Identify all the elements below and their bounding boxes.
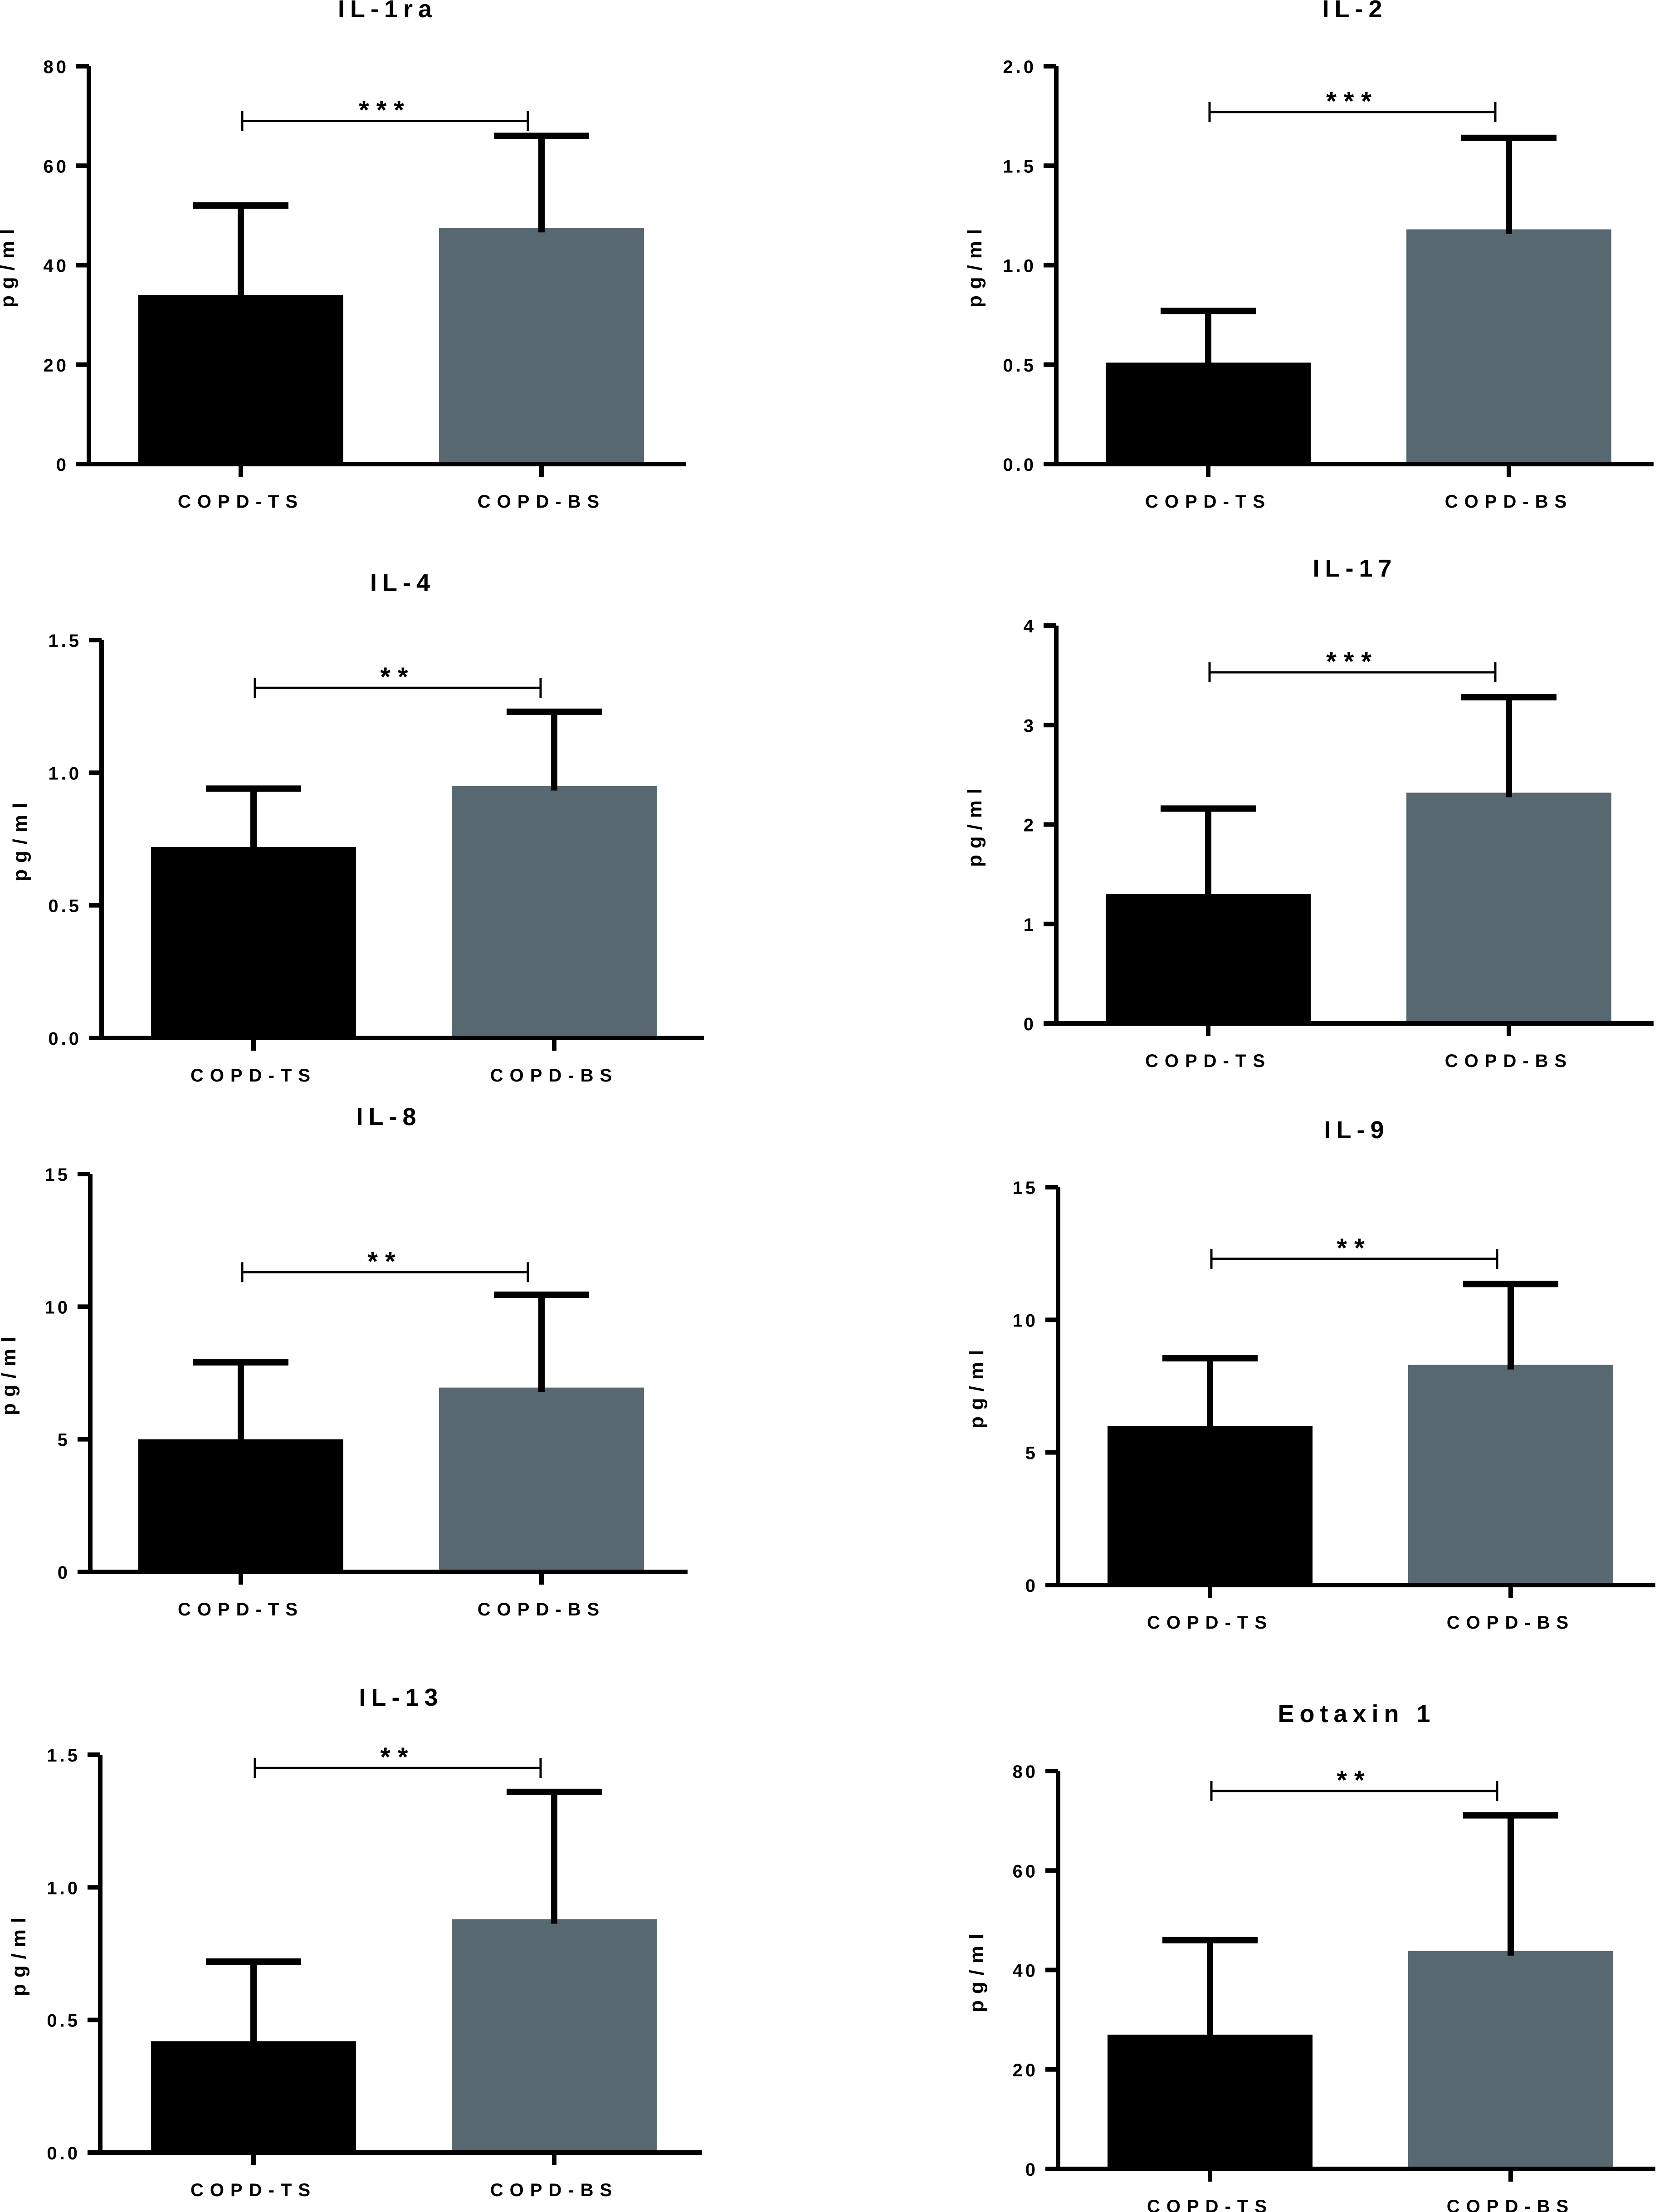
chart-8-x-tick-label-copd-ts: COPD-TS	[1147, 2197, 1273, 2212]
chart-7-title: IL-13	[359, 1684, 443, 1711]
chart-4-bar-copd-bs	[1406, 793, 1611, 1023]
chart-6-y-tick-label: 5	[1025, 1444, 1038, 1463]
chart-4-y-tick-label: 1	[1024, 915, 1036, 935]
chart-6-bar-copd-bs	[1408, 1365, 1613, 1585]
chart-7-x-tick-label-copd-bs: COPD-BS	[490, 2180, 618, 2200]
chart-1-significance-label: ***	[359, 96, 411, 125]
chart-1-y-tick-label: 80	[44, 57, 69, 77]
chart-8-y-axis-label: pg/ml	[966, 1928, 988, 2012]
chart-5-y-tick-label: 15	[45, 1165, 71, 1185]
chart-4-y-tick-label: 4	[1024, 617, 1036, 636]
chart-7-bar-copd-ts	[151, 2041, 356, 2153]
chart-4-bar-copd-ts	[1106, 894, 1311, 1023]
chart-6-x-tick-label-copd-ts: COPD-TS	[1147, 1613, 1273, 1633]
chart-7-y-tick-label: 1.0	[47, 1878, 80, 1898]
chart-3-x-tick-label-copd-ts: COPD-TS	[190, 1066, 317, 1086]
chart-7-y-axis-label: pg/ml	[8, 1911, 30, 1996]
chart-6-title: IL-9	[1324, 1116, 1389, 1144]
chart-3-y-tick-label: 0.5	[48, 896, 82, 916]
chart-1-y-tick-label: 60	[44, 157, 69, 176]
chart-7-y-tick-label: 0.0	[47, 2143, 80, 2163]
chart-5-y-tick-label: 0	[58, 1563, 70, 1583]
chart-2-bar-copd-bs	[1406, 229, 1611, 464]
chart-2-significance-label: ***	[1326, 87, 1379, 116]
chart-7-bar-copd-bs	[452, 1919, 657, 2153]
chart-6-significance-label: **	[1337, 1233, 1371, 1263]
chart-6-bar-copd-ts	[1108, 1426, 1313, 1585]
chart-5-y-axis-label: pg/ml	[0, 1331, 20, 1415]
chart-8-y-tick-label: 20	[1013, 2060, 1039, 2080]
chart-3-y-tick-label: 0.0	[48, 1029, 82, 1049]
chart-8-y-tick-label: 40	[1013, 1961, 1039, 1981]
chart-2-y-tick-label: 1.5	[1003, 157, 1036, 176]
chart-3-y-axis-label: pg/ml	[9, 797, 31, 881]
chart-3-title: IL-4	[370, 569, 435, 597]
chart-8-y-tick-label: 0	[1025, 2160, 1038, 2180]
chart-2-x-tick-label-copd-bs: COPD-BS	[1445, 492, 1573, 512]
chart-7-significance-label: **	[380, 1742, 415, 1772]
chart-2-bar-copd-ts	[1106, 362, 1311, 464]
chart-2-x-tick-label-copd-ts: COPD-TS	[1145, 492, 1271, 512]
chart-2-y-tick-label: 2.0	[1003, 57, 1036, 77]
chart-2-y-axis-label: pg/ml	[964, 223, 986, 308]
chart-8-x-tick-label-copd-bs: COPD-BS	[1447, 2197, 1575, 2212]
chart-1-y-tick-label: 0	[56, 455, 69, 475]
chart-5-y-tick-label: 10	[45, 1297, 71, 1317]
chart-1-x-tick-label-copd-ts: COPD-TS	[178, 492, 304, 512]
chart-1-y-tick-label: 20	[44, 356, 69, 376]
chart-4-x-tick-label-copd-bs: COPD-BS	[1445, 1051, 1573, 1071]
chart-3-y-tick-label: 1.5	[48, 631, 82, 651]
chart-1-x-tick-label-copd-bs: COPD-BS	[478, 492, 605, 512]
chart-7-y-tick-label: 0.5	[47, 2011, 80, 2031]
chart-3-significance-label: **	[380, 662, 415, 692]
chart-5-title: IL-8	[356, 1103, 421, 1130]
chart-5-significance-label: **	[367, 1247, 402, 1276]
chart-7-y-tick-label: 1.5	[47, 1746, 80, 1766]
chart-8-bar-copd-bs	[1408, 1951, 1613, 2169]
chart-5-bar-copd-ts	[138, 1439, 343, 1572]
chart-4-y-axis-label: pg/ml	[964, 782, 986, 867]
chart-6-y-axis-label: pg/ml	[966, 1344, 988, 1429]
chart-1-bar-copd-bs	[439, 228, 644, 464]
chart-1-title: IL-1ra	[338, 0, 437, 23]
chart-2-title: IL-2	[1322, 0, 1387, 23]
chart-5-x-tick-label-copd-bs: COPD-BS	[478, 1600, 605, 1620]
chart-2-y-tick-label: 0.5	[1003, 356, 1036, 376]
chart-1-y-tick-label: 40	[44, 256, 69, 276]
chart-3-bar-copd-ts	[151, 847, 356, 1038]
chart-6-y-tick-label: 0	[1025, 1576, 1038, 1596]
chart-5-y-tick-label: 5	[58, 1430, 70, 1450]
chart-2-y-tick-label: 1.0	[1003, 256, 1036, 276]
chart-6-y-tick-label: 10	[1013, 1311, 1039, 1331]
chart-6-x-tick-label-copd-bs: COPD-BS	[1447, 1613, 1575, 1633]
chart-8-y-tick-label: 80	[1013, 1762, 1039, 1782]
chart-5-bar-copd-bs	[439, 1387, 644, 1572]
chart-3-y-tick-label: 1.0	[48, 763, 82, 783]
chart-4-y-tick-label: 2	[1024, 816, 1036, 836]
chart-4-y-tick-label: 3	[1024, 716, 1036, 736]
chart-1-y-axis-label: pg/ml	[0, 223, 19, 308]
chart-4-title: IL-17	[1313, 555, 1397, 582]
chart-8-y-tick-label: 60	[1013, 1861, 1039, 1881]
chart-4-y-tick-label: 0	[1024, 1014, 1036, 1034]
chart-3-bar-copd-bs	[452, 786, 657, 1038]
chart-8-title: Eotaxin 1	[1278, 1700, 1435, 1728]
chart-8-bar-copd-ts	[1108, 2035, 1313, 2169]
chart-8-significance-label: **	[1337, 1766, 1371, 1795]
chart-5-x-tick-label-copd-ts: COPD-TS	[178, 1600, 304, 1620]
chart-1-bar-copd-ts	[138, 295, 343, 464]
chart-2-y-tick-label: 0.0	[1003, 455, 1036, 475]
chart-4-significance-label: ***	[1326, 647, 1379, 676]
chart-3-x-tick-label-copd-bs: COPD-BS	[490, 1066, 618, 1086]
chart-4-x-tick-label-copd-ts: COPD-TS	[1145, 1051, 1271, 1071]
chart-6-y-tick-label: 15	[1013, 1178, 1039, 1198]
chart-7-x-tick-label-copd-ts: COPD-TS	[190, 2180, 317, 2200]
